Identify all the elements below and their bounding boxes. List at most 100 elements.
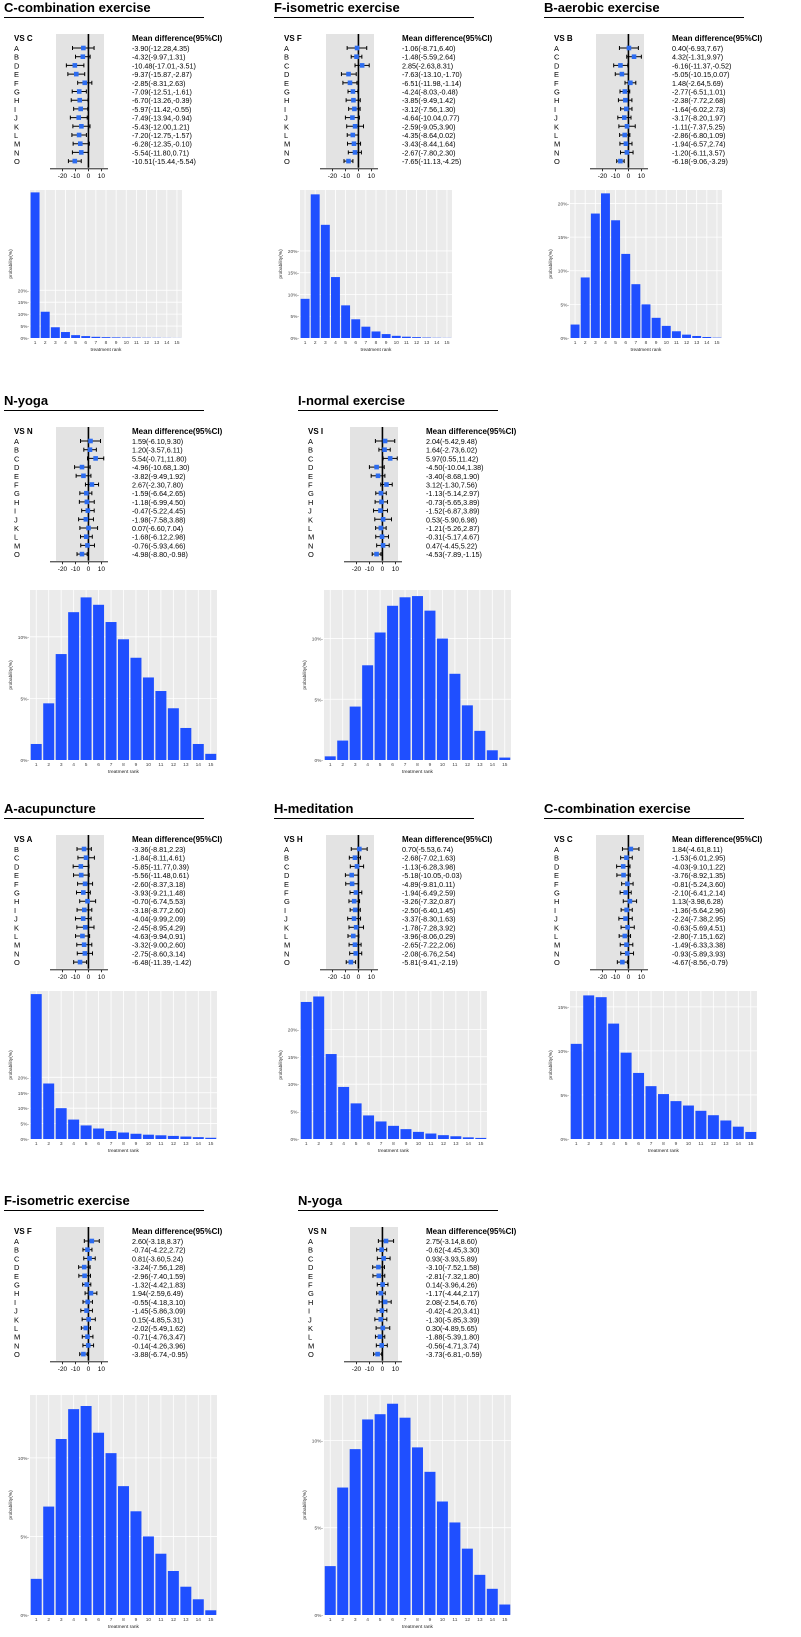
- x-axis-label: treatment rank: [108, 1624, 140, 1630]
- x-tick-label: 5: [85, 1617, 88, 1623]
- point-estimate: [84, 499, 90, 505]
- x-tick-label: 8: [122, 1617, 125, 1623]
- y-tick-label: 10%-: [288, 292, 300, 298]
- point-estimate: [72, 63, 78, 68]
- treatment-label: J: [284, 114, 288, 123]
- x-tick-label: 2: [47, 1617, 50, 1623]
- x-tick-label: 6: [97, 1617, 100, 1623]
- point-estimate: [350, 132, 356, 138]
- point-estimate: [77, 959, 83, 965]
- point-estimate: [374, 464, 379, 470]
- ci-value: 2.08(-2.54,6.76): [426, 1298, 477, 1307]
- x-tick-label: 12: [171, 762, 177, 768]
- ci-value: -3.43(-8.44,1.64): [402, 140, 456, 149]
- ci-value: -4.63(-9.94,0.91): [132, 932, 186, 941]
- x-tick-label: 1: [329, 762, 332, 768]
- x-tick-label: 12: [441, 1141, 447, 1147]
- x-tick-label: 4: [366, 1617, 369, 1623]
- probability-bar: [101, 337, 111, 338]
- treatment-label: K: [284, 923, 289, 932]
- treatment-label: J: [14, 114, 18, 123]
- point-estimate: [86, 1317, 91, 1322]
- treatment-label: H: [14, 1289, 19, 1298]
- point-estimate: [83, 517, 89, 522]
- probability-bar: [30, 994, 42, 1139]
- probability-bar: [105, 1453, 117, 1615]
- forest-x-tick-label: -20: [598, 173, 608, 180]
- point-estimate: [351, 97, 356, 103]
- treatment-label: C: [284, 61, 290, 70]
- treatment-label: E: [284, 79, 289, 88]
- y-axis-label: probability(%): [8, 249, 14, 279]
- point-estimate: [622, 132, 628, 138]
- x-tick-label: 9: [385, 340, 388, 346]
- probability-bar: [68, 1119, 80, 1139]
- probability-bar: [81, 336, 91, 338]
- treatment-label: K: [284, 122, 289, 131]
- x-tick-label: 12: [465, 762, 471, 768]
- x-tick-label: 3: [354, 1617, 357, 1623]
- x-tick-label: 13: [453, 1141, 459, 1147]
- treatment-label: F: [284, 889, 289, 898]
- x-tick-label: 14: [196, 762, 202, 768]
- point-estimate: [88, 1290, 94, 1296]
- forest-x-tick-label: 10: [98, 566, 106, 573]
- x-tick-label: 12: [711, 1141, 717, 1147]
- point-estimate: [379, 1247, 384, 1252]
- ci-value: -1.84(-8.11,4.61): [132, 854, 185, 863]
- treatment-label: G: [284, 88, 290, 97]
- ci-value: -6.28(-12.35,-0.10): [132, 140, 192, 149]
- forest-x-tick-label: 10: [392, 566, 400, 573]
- forest-x-tick-label: 0: [87, 1366, 91, 1373]
- forest-x-tick-label: 0: [357, 173, 361, 180]
- treatment-label: O: [308, 550, 314, 559]
- x-tick-label: 6: [391, 1617, 394, 1623]
- probability-bar: [130, 657, 142, 760]
- point-estimate: [78, 872, 84, 878]
- ci-value: 1.20(-3.57,6.11): [132, 446, 183, 455]
- probability-bar: [50, 327, 60, 338]
- treatment-label: L: [554, 131, 558, 140]
- treatment-label: C: [14, 454, 20, 463]
- panel-n-yoga-1: N-yoga VS N Mean difference(95%CI) A 1.59(-…: [4, 393, 266, 778]
- ci-value: -5.81(-9.41,-2.19): [402, 958, 458, 967]
- x-tick-label: 15: [208, 1141, 214, 1147]
- point-estimate: [618, 158, 623, 164]
- ci-value: -0.56(-4.71,3.74): [426, 1341, 480, 1350]
- probability-bar: [324, 1566, 336, 1615]
- forest-x-tick-label: -20: [58, 974, 68, 981]
- probability-bar: [130, 1133, 142, 1139]
- treatment-label: H: [284, 96, 289, 105]
- probability-bar: [337, 1487, 349, 1615]
- point-estimate: [380, 1325, 386, 1331]
- probability-bar: [338, 1086, 350, 1139]
- title-underline: [298, 410, 498, 411]
- probability-bar: [142, 677, 154, 760]
- probability-bar: [118, 639, 129, 760]
- point-estimate: [81, 890, 86, 895]
- panel-title: C-combination exercise: [4, 0, 151, 15]
- x-tick-label: 7: [110, 1141, 113, 1147]
- ci-value: -1.11(-7.37,5.25): [672, 122, 725, 131]
- point-estimate: [77, 97, 83, 103]
- point-estimate: [89, 1238, 95, 1244]
- ci-value: -1.45(-5.86,3.09): [132, 1307, 186, 1316]
- comparator-label: VS I: [308, 427, 323, 436]
- ci-value: 0.70(-5.53,6.74): [402, 845, 453, 854]
- probability-bar: [425, 1133, 437, 1139]
- treatment-label: M: [14, 541, 20, 550]
- ci-value: 1.48(-2.64,5.69): [672, 79, 723, 88]
- x-tick-label: 1: [35, 1617, 38, 1623]
- treatment-label: M: [554, 140, 560, 149]
- ci-value: 1.84(-4.61,8.11): [672, 845, 723, 854]
- point-estimate: [354, 864, 360, 869]
- probability-bar: [601, 193, 610, 338]
- probability-bar: [349, 706, 361, 760]
- y-tick-label: 10%-: [312, 1438, 324, 1444]
- treatment-label: O: [284, 958, 290, 967]
- probability-bar: [30, 743, 42, 760]
- probability-bar: [205, 1610, 217, 1615]
- point-estimate: [81, 1264, 87, 1270]
- treatment-label: B: [284, 854, 289, 863]
- x-tick-label: 5: [355, 1141, 358, 1147]
